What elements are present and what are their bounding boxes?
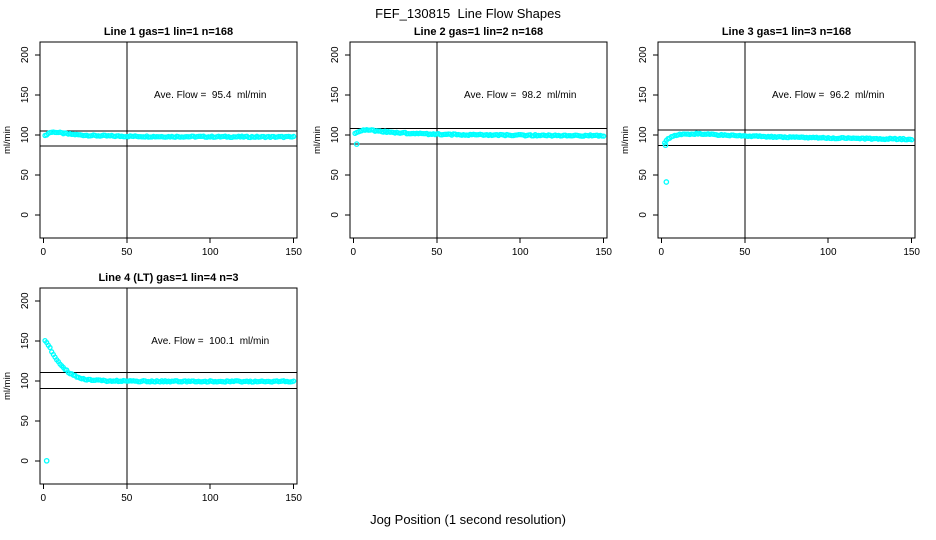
data-point bbox=[909, 137, 915, 143]
subplot-3: 0 50 100 150 0 50 100 150 200 ml/min Line 3 gas=1 … bbox=[618, 22, 926, 277]
x-tick-label: 100 bbox=[202, 493, 219, 504]
average-flow-annotation: Ave. Flow = 98.2 ml/min bbox=[464, 90, 576, 101]
x-tick-label: 0 bbox=[41, 247, 47, 258]
outlier-point bbox=[663, 179, 670, 185]
y-tick-label: 50 bbox=[330, 169, 341, 181]
x-tick-label: 150 bbox=[285, 493, 302, 504]
x-tick-label: 100 bbox=[512, 247, 529, 258]
x-tick-label: 50 bbox=[739, 247, 751, 258]
subplot-2: 0 50 100 150 0 50 100 150 200 ml/min Line 2 gas=1 … bbox=[310, 22, 618, 277]
y-tick-label: 0 bbox=[638, 212, 649, 218]
y-tick-label: 150 bbox=[20, 332, 31, 349]
data-point bbox=[601, 133, 607, 139]
x-tick-label: 50 bbox=[431, 247, 443, 258]
plot-box bbox=[349, 41, 608, 239]
subplot-canvas-1: 0 50 100 150 0 50 100 150 200 ml/min Line 1 gas=1 … bbox=[2, 26, 302, 258]
y-tick-label: 100 bbox=[20, 372, 31, 389]
y-tick-label: 200 bbox=[638, 46, 649, 63]
y-tick-label: 100 bbox=[20, 126, 31, 143]
y-tick-label: 200 bbox=[20, 292, 31, 309]
y-tick-label: 0 bbox=[20, 212, 31, 218]
y-tick-label: 0 bbox=[330, 212, 341, 218]
y-tick-label: 150 bbox=[638, 86, 649, 103]
y-tick-label: 50 bbox=[20, 169, 31, 181]
y-tick-label: 200 bbox=[20, 46, 31, 63]
x-tick-label: 150 bbox=[285, 247, 302, 258]
subplot-title: Line 3 gas=1 lin=3 n=168 bbox=[722, 26, 851, 38]
plot-box bbox=[657, 41, 916, 239]
y-tick-label: 0 bbox=[20, 458, 31, 464]
x-tick-label: 150 bbox=[595, 247, 612, 258]
outlier-point bbox=[662, 142, 669, 149]
figure-title: FEF_130815 Line Flow Shapes bbox=[375, 6, 561, 21]
x-tick-label: 50 bbox=[121, 247, 133, 258]
flow-data-points bbox=[42, 337, 297, 385]
x-tick-label: 100 bbox=[820, 247, 837, 258]
data-point bbox=[291, 378, 297, 384]
average-flow-annotation: Ave. Flow = 95.4 ml/min bbox=[154, 90, 266, 101]
x-tick-label: 0 bbox=[41, 493, 47, 504]
y-tick-label: 200 bbox=[330, 46, 341, 63]
flow-data-points bbox=[662, 130, 915, 146]
y-axis-unit-label: ml/min bbox=[312, 126, 323, 154]
subplot-title: Line 2 gas=1 lin=2 n=168 bbox=[414, 26, 543, 38]
subplot-canvas-4: 0 50 100 150 0 50 100 150 200 ml/min Line 4 (LT) g… bbox=[2, 272, 302, 504]
y-axis-unit-label: ml/min bbox=[2, 372, 13, 400]
subplot-4: 0 50 100 150 0 50 100 150 200 ml/min Line 4 (LT) g… bbox=[0, 268, 308, 523]
outlier-point bbox=[43, 457, 50, 464]
data-point bbox=[47, 344, 53, 351]
y-tick-label: 50 bbox=[20, 415, 31, 427]
outlier-point bbox=[353, 141, 360, 147]
y-axis-unit-label: ml/min bbox=[2, 126, 13, 154]
x-tick-label: 0 bbox=[351, 247, 357, 258]
average-flow-annotation: Ave. Flow = 96.2 ml/min bbox=[772, 90, 884, 101]
x-axis-label: Jog Position (1 second resolution) bbox=[370, 512, 566, 527]
x-tick-label: 0 bbox=[659, 247, 665, 258]
x-tick-label: 50 bbox=[121, 493, 133, 504]
flow-data-points bbox=[42, 129, 297, 141]
y-tick-label: 150 bbox=[20, 86, 31, 103]
y-tick-label: 150 bbox=[330, 86, 341, 103]
y-tick-label: 100 bbox=[638, 126, 649, 143]
subplot-1: 0 50 100 150 0 50 100 150 200 ml/min Line 1 gas=1 … bbox=[0, 22, 308, 277]
plot-box bbox=[39, 287, 298, 485]
x-tick-label: 100 bbox=[202, 247, 219, 258]
average-flow-annotation: Ave. Flow = 100.1 ml/min bbox=[151, 336, 269, 347]
flow-data-points bbox=[352, 126, 607, 139]
subplot-title: Line 4 (LT) gas=1 lin=4 n=3 bbox=[98, 272, 238, 284]
subplot-title: Line 1 gas=1 lin=1 n=168 bbox=[104, 26, 233, 38]
y-tick-label: 50 bbox=[638, 169, 649, 181]
y-tick-label: 100 bbox=[330, 126, 341, 143]
x-tick-label: 150 bbox=[903, 247, 920, 258]
plot-box bbox=[39, 41, 298, 239]
subplot-canvas-2: 0 50 100 150 0 50 100 150 200 ml/min Line 2 gas=1 … bbox=[312, 26, 612, 258]
y-axis-unit-label: ml/min bbox=[620, 126, 631, 154]
data-point bbox=[291, 133, 297, 140]
subplot-canvas-3: 0 50 100 150 0 50 100 150 200 ml/min Line 3 gas=1 … bbox=[620, 26, 920, 258]
